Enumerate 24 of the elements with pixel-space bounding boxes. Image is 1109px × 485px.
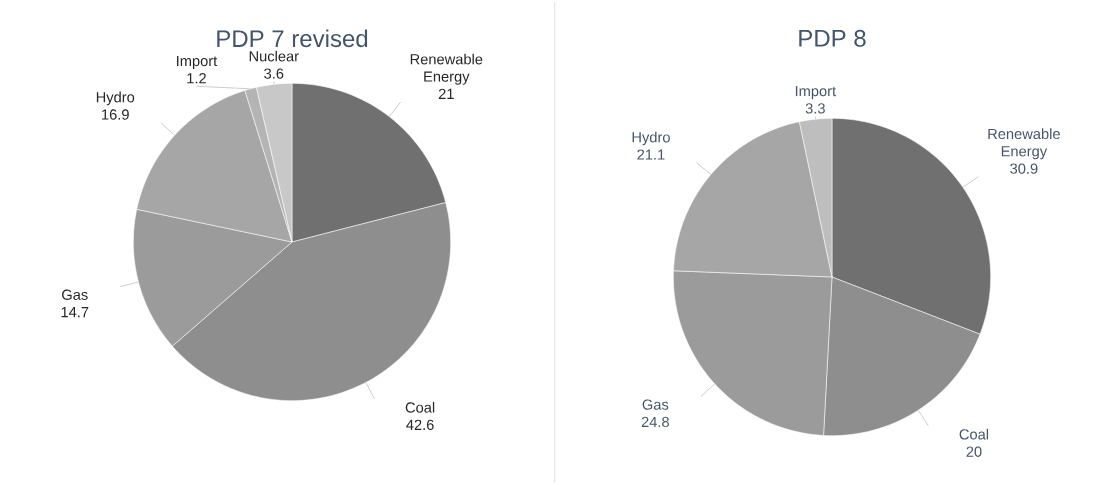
- data-label: 3.3: [805, 103, 825, 114]
- data-label: 14.7: [61, 307, 89, 318]
- data-label: 30.9: [1010, 163, 1038, 174]
- slice-label: Nuclear: [249, 50, 299, 62]
- slice-label: Hydro: [96, 91, 135, 106]
- slice-label: Renewable Energy: [410, 53, 483, 85]
- data-label: 1.2: [187, 73, 206, 84]
- chart-title: PDP 7 revised: [217, 29, 368, 48]
- data-label: 16.9: [102, 109, 129, 120]
- data-label: 20: [966, 446, 982, 457]
- chart-title: PDP 8: [799, 29, 866, 47]
- data-label: 21: [438, 88, 454, 99]
- slice-label: Coal: [405, 401, 435, 413]
- slice-label: Import: [795, 86, 837, 100]
- data-label: 21.1: [637, 149, 665, 160]
- slice-label: Gas: [62, 289, 88, 300]
- data-label: 42.6: [406, 419, 434, 431]
- slice-label: Coal: [959, 428, 989, 440]
- data-label: 24.8: [641, 416, 669, 428]
- slice-label: Hydro: [632, 131, 670, 146]
- slice-label: Renewable Energy: [988, 128, 1060, 160]
- data-label: 3.6: [264, 68, 284, 79]
- slice-label: Import: [177, 55, 218, 70]
- slice-label: Gas: [642, 399, 669, 410]
